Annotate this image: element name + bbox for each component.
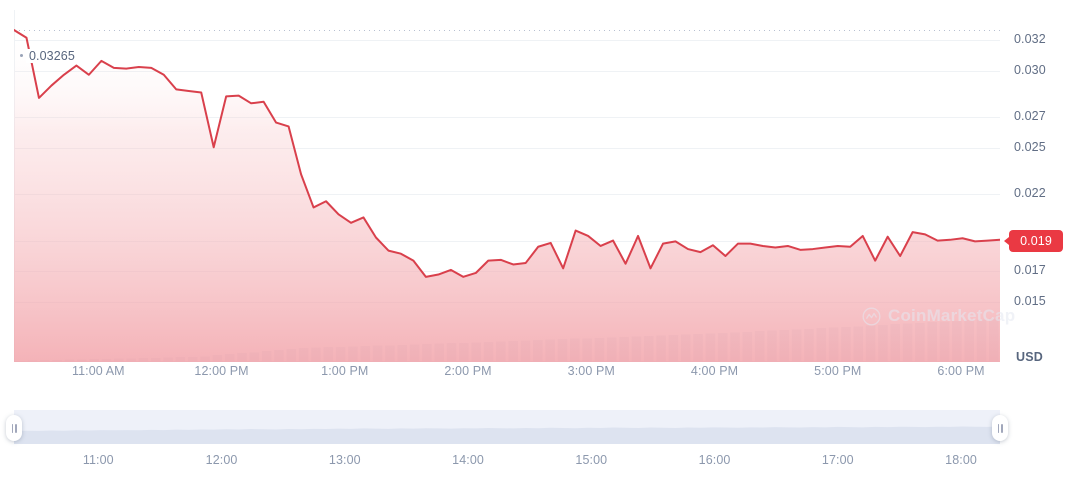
- navigator-x-tick-label: 11:00: [82, 453, 114, 467]
- y-axis: 0.032 0.030 0.027 0.025 0.022 0.019 0.017 0.015…: [1004, 10, 1072, 364]
- grip-bar: [15, 423, 17, 433]
- x-axis-tick-label: 12:00 PM: [194, 364, 249, 378]
- y-axis-tick-label: 0.027: [1014, 109, 1046, 124]
- navigator-x-tick-label: 13:00: [328, 453, 361, 467]
- grip-bar: [1001, 423, 1003, 433]
- max-marker-dot: [20, 54, 23, 57]
- y-axis-tick-label: 0.022: [1014, 186, 1046, 201]
- price-plot-area[interactable]: 0.03265 CoinMarketCap: [14, 10, 1015, 362]
- range-end-handle[interactable]: [992, 415, 1008, 441]
- x-axis-tick-label: 6:00 PM: [937, 364, 985, 378]
- y-axis-tick-label: 0.017: [1014, 263, 1046, 278]
- grip-bar: [997, 423, 999, 433]
- x-axis: 11:00 AM 12:00 PM 1:00 PM 2:00 PM 3:00 PM 4:0…: [14, 364, 1000, 386]
- y-axis-tick-label: 0.025: [1014, 140, 1046, 155]
- y-axis-tick-label: 0.015: [1014, 294, 1046, 309]
- navigator-x-tick-label: 16:00: [698, 453, 731, 467]
- range-navigator[interactable]: [6, 402, 1008, 444]
- navigator-x-tick-label: 17:00: [821, 453, 854, 467]
- price-line-svg: [14, 10, 1000, 362]
- navigator-x-tick-label: 15:00: [575, 453, 608, 467]
- price-line: [14, 29, 1000, 278]
- range-start-handle[interactable]: [6, 415, 22, 441]
- x-axis-tick-label: 4:00 PM: [690, 364, 739, 378]
- current-price-badge: 0.019: [1004, 229, 1063, 252]
- x-axis-tick-label: 2:00 PM: [444, 364, 492, 378]
- y-axis-tick-label: 0.032: [1014, 32, 1046, 47]
- x-axis-tick-label: 11:00 AM: [71, 364, 125, 378]
- grip-bar: [11, 423, 13, 433]
- navigator-x-tick-label: 14:00: [452, 453, 484, 467]
- navigator-x-axis: 11:00 12:00 13:00 14:00 15:00 16:00 17:00 18:00: [14, 453, 1000, 473]
- navigator-series-svg: [14, 410, 1000, 444]
- x-axis-tick-label: 1:00 PM: [321, 364, 369, 378]
- y-axis-tick-label: 0.030: [1014, 62, 1046, 77]
- x-axis-tick-label: 5:00 PM: [814, 364, 862, 378]
- max-price-label: 0.03265: [26, 49, 78, 63]
- x-axis-tick-label: 3:00 PM: [567, 364, 615, 378]
- price-area-fill: [14, 30, 1000, 362]
- navigator-area: [14, 426, 1000, 444]
- navigator-x-tick-label: 12:00: [205, 453, 238, 467]
- navigator-x-tick-label: 18:00: [945, 453, 977, 467]
- y-axis-unit-label: USD: [1016, 350, 1043, 364]
